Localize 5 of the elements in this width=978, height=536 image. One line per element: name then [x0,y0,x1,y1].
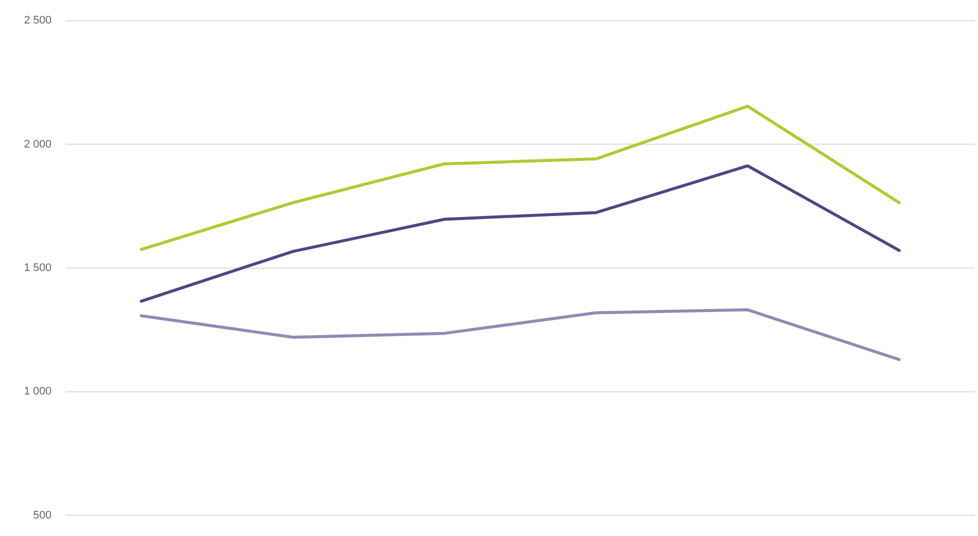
y-tick-label: 2 500 [24,14,52,27]
y-tick-label: 1 000 [24,386,52,398]
y-tick-label: 500 [33,509,52,522]
y-tick-label: 2 000 [24,138,52,150]
y-tick-label: 1 500 [24,262,52,274]
